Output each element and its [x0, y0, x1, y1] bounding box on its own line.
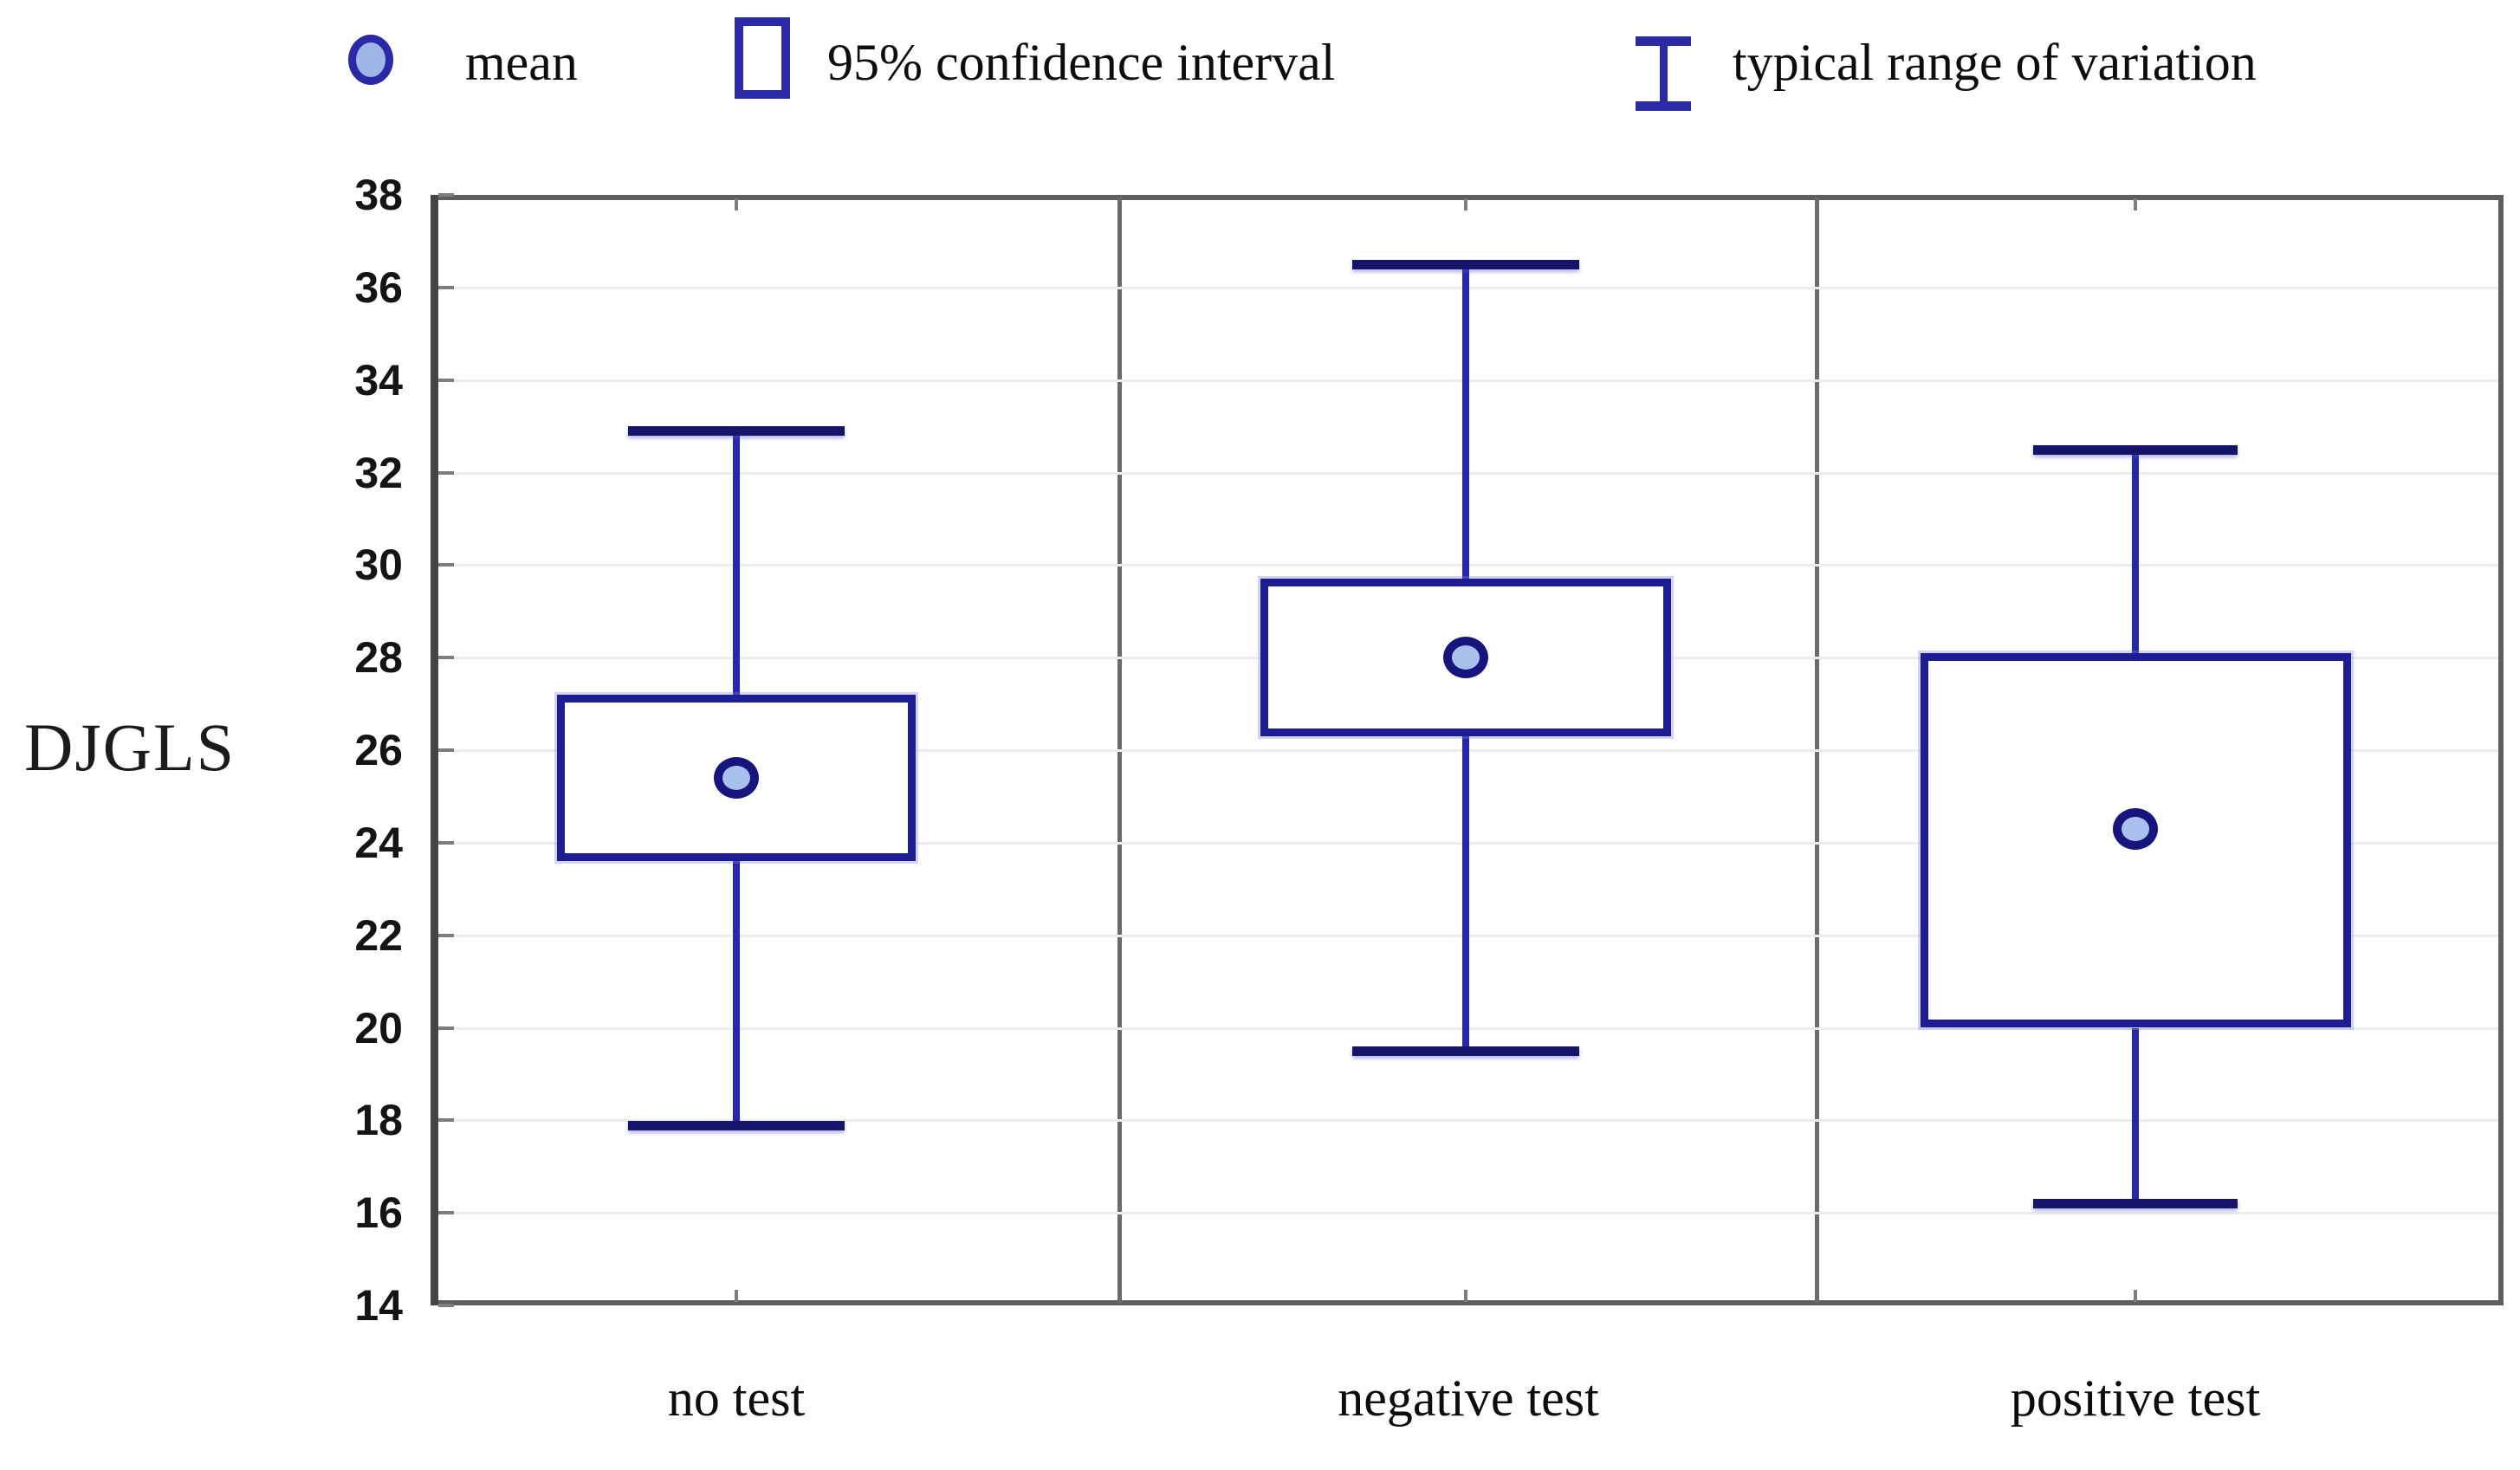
lower-whisker-cap	[1352, 1046, 1579, 1057]
y-axis-tick-36	[438, 285, 454, 289]
bottom-tick-2	[2134, 1290, 2137, 1302]
y-axis-tick-28	[438, 656, 454, 660]
gridline-26	[440, 749, 2498, 752]
y-tick-label-28: 28	[354, 633, 403, 683]
x-label-no-test: no test	[667, 1370, 806, 1427]
gridline-34	[440, 379, 2498, 382]
lower-whisker-cap	[628, 1120, 845, 1130]
y-tick-label-16: 16	[354, 1188, 403, 1238]
y-tick-label-24: 24	[354, 818, 403, 867]
y-tick-label-30: 30	[354, 541, 403, 590]
gridline-30	[440, 564, 2498, 567]
gridline-18	[440, 1119, 2498, 1123]
y-axis-tick-26	[438, 748, 454, 752]
gridline-32	[440, 471, 2498, 475]
y-axis-tick-34	[438, 378, 454, 382]
y-tick-label-18: 18	[354, 1096, 403, 1145]
x-label-positive-test: positive test	[2010, 1370, 2261, 1427]
legend: mean 95% confidence interval typical ran…	[0, 0, 2520, 130]
y-tick-label-26: 26	[354, 726, 403, 774]
y-axis-tick-32	[438, 470, 454, 475]
y-tick-label-34: 34	[354, 355, 403, 405]
mean-marker	[1443, 637, 1488, 679]
y-axis-title: DJGLS	[24, 709, 236, 785]
upper-whisker-line	[1462, 264, 1469, 580]
range-icon-top-cap	[1636, 36, 1691, 46]
range-icon-line	[1660, 42, 1668, 106]
bottom-tick-1	[1464, 1290, 1467, 1302]
gridline-22	[440, 934, 2498, 937]
x-label-negative-test: negative test	[1338, 1370, 1599, 1427]
y-tick-label-22: 22	[354, 910, 403, 960]
bottom-tick-0	[735, 1290, 738, 1302]
upper-whisker-line	[733, 431, 740, 695]
y-tick-label-14: 14	[354, 1281, 403, 1330]
mean-marker	[2113, 807, 2158, 850]
y-axis-tick-20	[438, 1026, 454, 1030]
upper-whisker-cap	[2033, 444, 2238, 455]
y-axis-tick-30	[438, 563, 454, 567]
upper-whisker-cap	[628, 426, 845, 437]
gridline-20	[440, 1026, 2498, 1030]
upper-whisker-cap	[1352, 260, 1579, 270]
legend-label-ci: 95% confidence interval	[827, 34, 1336, 91]
y-tick-label-38: 38	[354, 171, 403, 219]
gridline-16	[440, 1212, 2498, 1215]
mean-marker	[714, 757, 759, 800]
y-axis-tick-18	[438, 1118, 454, 1123]
lower-whisker-line	[1462, 735, 1469, 1052]
y-axis-tick-22	[438, 933, 454, 937]
y-axis-tick-24	[438, 840, 454, 845]
range-whisker-icon	[1636, 36, 1691, 111]
lower-whisker-line	[2132, 1027, 2139, 1204]
lower-whisker-line	[733, 861, 740, 1125]
legend-label-range: typical range of variation	[1733, 34, 2257, 91]
confidence-box-icon	[735, 17, 790, 99]
y-axis-line	[431, 195, 438, 1305]
legend-label-mean: mean	[465, 34, 578, 91]
top-tick-0	[735, 198, 738, 210]
y-tick-label-36: 36	[354, 262, 403, 312]
y-axis-tick-16	[438, 1211, 454, 1215]
mean-circle-icon	[348, 35, 393, 85]
range-icon-bottom-cap	[1636, 101, 1691, 111]
upper-whisker-line	[2132, 449, 2139, 653]
y-axis-tick-38	[438, 193, 454, 197]
y-axis-tick-14	[438, 1304, 454, 1307]
top-tick-1	[1464, 198, 1467, 210]
gridline-36	[440, 286, 2498, 289]
y-tick-label-32: 32	[354, 448, 403, 497]
gridline-24	[440, 841, 2498, 845]
y-tick-label-20: 20	[354, 1003, 403, 1052]
top-tick-2	[2134, 198, 2137, 210]
lower-whisker-cap	[2033, 1199, 2238, 1209]
